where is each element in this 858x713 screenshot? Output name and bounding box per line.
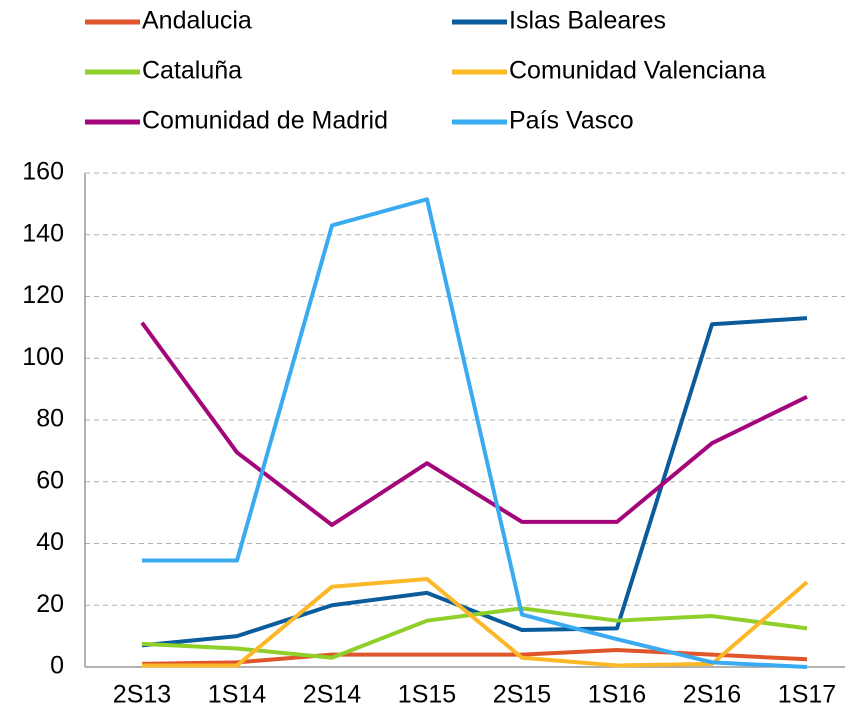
x-tick-label: 2S15: [493, 681, 551, 709]
x-tick-label: 1S17: [778, 681, 836, 709]
y-tick-label: 120: [22, 281, 64, 309]
y-tick-label: 160: [22, 158, 64, 186]
y-tick-label: 20: [36, 590, 64, 618]
x-tick-label: 1S14: [208, 681, 266, 709]
y-tick-label: 140: [22, 219, 64, 247]
y-tick-label: 100: [22, 343, 64, 371]
legend-label: País Vasco: [509, 107, 634, 135]
legend-label: Comunidad Valenciana: [509, 57, 766, 85]
y-tick-label: 40: [36, 528, 64, 556]
x-tick-label: 2S13: [113, 681, 171, 709]
x-tick-label: 1S15: [398, 681, 456, 709]
x-tick-label: 2S14: [303, 681, 361, 709]
y-tick-label: 0: [50, 652, 64, 680]
series-line: [142, 197, 808, 669]
x-tick-label: 2S16: [683, 681, 741, 709]
y-tick-label: 80: [36, 405, 64, 433]
series-line: [140, 321, 808, 527]
y-tick-label: 60: [36, 466, 64, 494]
series-line: [142, 577, 809, 668]
legend-label: Cataluña: [142, 57, 242, 85]
series-line: [141, 648, 808, 666]
series-line: [141, 316, 808, 648]
legend-label: Andalucia: [142, 7, 252, 35]
legend-label: Comunidad de Madrid: [142, 107, 388, 135]
x-tick-label: 1S16: [588, 681, 646, 709]
legend-label: Islas Baleares: [509, 7, 666, 35]
